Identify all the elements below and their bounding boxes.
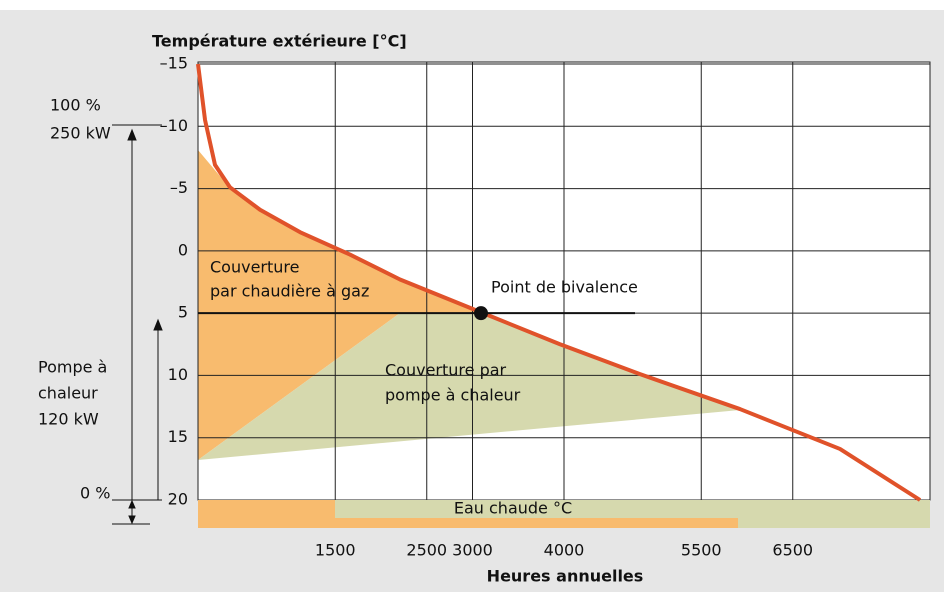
x-tick-label: 3000 xyxy=(452,541,493,560)
dimension-arrows xyxy=(112,124,163,525)
annotation: Couverture xyxy=(210,258,299,277)
x-tick-label: 4000 xyxy=(544,541,585,560)
x-tick-label: 6500 xyxy=(772,541,813,560)
y-tick-label: –10 xyxy=(160,116,188,135)
annotation: 250 kW xyxy=(50,124,111,143)
bivalence-label: Point de bivalence xyxy=(491,278,638,297)
y-tick-label: 20 xyxy=(168,490,188,509)
annotation: par chaudière à gaz xyxy=(210,282,369,301)
hot-water-pump xyxy=(738,500,930,528)
chart-title: Température extérieure [°C] xyxy=(152,32,407,51)
annotation: pompe à chaleur xyxy=(385,386,521,405)
annotation: chaleur xyxy=(38,384,98,403)
annotation: 100 % xyxy=(50,96,101,115)
bivalence-point xyxy=(474,306,489,321)
annotation: Couverture par xyxy=(385,361,507,380)
y-tick-label: 5 xyxy=(178,303,188,322)
y-tick-label: –15 xyxy=(160,54,188,73)
annotation: 120 kW xyxy=(38,410,99,429)
y-tick-label: –5 xyxy=(170,178,188,197)
x-tick-label: 2500 xyxy=(406,541,447,560)
annotation: Pompe à xyxy=(38,358,107,377)
y-tick-label: 15 xyxy=(168,427,188,446)
temperature-curve xyxy=(196,63,922,502)
hot-water-label: Eau chaude °C xyxy=(454,499,572,518)
heat-pump-area xyxy=(198,313,740,460)
y-tick-label: 10 xyxy=(168,365,188,384)
x-tick-label: 5500 xyxy=(681,541,722,560)
annotation: 0 % xyxy=(80,484,110,503)
x-tick-label: 1500 xyxy=(315,541,356,560)
gas-area xyxy=(198,150,480,460)
y-tick-label: 0 xyxy=(178,240,188,259)
hot-water-pump xyxy=(335,500,738,518)
x-axis-label: Heures annuelles xyxy=(487,567,644,586)
